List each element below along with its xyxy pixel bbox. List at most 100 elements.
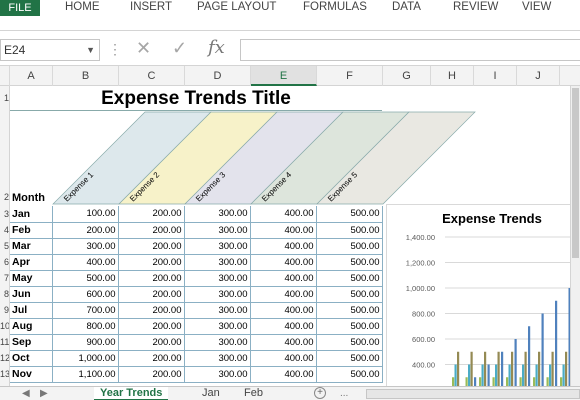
chart-bar[interactable] — [492, 377, 495, 386]
column-header-i[interactable]: I — [474, 66, 517, 86]
add-sheet-button[interactable]: + — [314, 387, 326, 399]
expense-cell[interactable]: 500.00 — [316, 222, 383, 239]
chart-bar[interactable] — [465, 377, 468, 386]
column-header-g[interactable]: G — [383, 66, 431, 86]
chart-bar[interactable] — [454, 364, 457, 387]
expense-cell[interactable]: 300.00 — [184, 222, 251, 239]
expense-cell[interactable]: 400.00 — [250, 318, 317, 335]
column-header-d[interactable]: D — [185, 66, 251, 86]
enter-icon[interactable]: ✓ — [172, 38, 188, 58]
chart-bar[interactable] — [506, 377, 509, 386]
chart-bar[interactable] — [560, 377, 563, 386]
month-cell[interactable]: Sep — [10, 334, 53, 351]
month-cell[interactable]: Jun — [10, 286, 53, 303]
chart-bar[interactable] — [508, 364, 511, 387]
expense-cell[interactable]: 200.00 — [52, 222, 119, 239]
column-header-a[interactable]: A — [10, 66, 53, 86]
name-box[interactable]: E24 ▼ — [0, 39, 100, 61]
chart-bar[interactable] — [474, 377, 477, 386]
chart-bar[interactable] — [468, 364, 471, 387]
insert-function-icon[interactable]: fx — [208, 37, 225, 58]
expense-cell[interactable]: 500.00 — [316, 206, 383, 223]
chart-bar[interactable] — [541, 313, 544, 387]
column-header-f[interactable]: F — [317, 66, 383, 86]
chart-bar[interactable] — [501, 351, 504, 386]
expense-cell[interactable]: 500.00 — [52, 270, 119, 287]
more-sheets-icon[interactable]: ... — [340, 388, 349, 399]
chart-bar[interactable] — [555, 300, 558, 386]
chart-bar[interactable] — [528, 326, 531, 386]
expense-cell[interactable]: 200.00 — [118, 366, 185, 383]
column-header-e[interactable]: E — [251, 66, 317, 86]
chart-bar[interactable] — [484, 351, 487, 386]
expense-cell[interactable]: 300.00 — [52, 238, 119, 255]
row-header[interactable]: 11 — [0, 337, 10, 347]
row-header[interactable]: 4 — [3, 225, 9, 235]
scroll-thumb[interactable] — [572, 88, 579, 258]
expense-cell[interactable]: 500.00 — [316, 350, 383, 367]
chevron-down-icon[interactable]: ▼ — [86, 45, 95, 55]
chart-bar[interactable] — [479, 377, 482, 386]
expense-cell[interactable]: 400.00 — [250, 270, 317, 287]
expense-cell[interactable]: 400.00 — [250, 254, 317, 271]
next-sheet-icon[interactable]: ▶ — [40, 388, 48, 399]
month-cell[interactable]: Feb — [10, 222, 53, 239]
horizontal-scrollbar[interactable] — [366, 389, 580, 399]
expense-cell[interactable]: 200.00 — [118, 286, 185, 303]
expense-cell[interactable]: 500.00 — [316, 270, 383, 287]
chart-bar[interactable] — [549, 364, 552, 387]
month-cell[interactable]: Jul — [10, 302, 53, 319]
chart-bar[interactable] — [538, 351, 541, 386]
month-cell[interactable]: Nov — [10, 366, 53, 383]
chart-bar[interactable] — [524, 351, 527, 386]
sheet-tab-jan[interactable]: Jan — [202, 387, 220, 399]
column-header-h[interactable]: H — [431, 66, 474, 86]
expense-cell[interactable]: 400.00 — [250, 286, 317, 303]
expense-cell[interactable]: 200.00 — [118, 238, 185, 255]
expense-cell[interactable]: 1,000.00 — [52, 350, 119, 367]
chart-bar[interactable] — [452, 377, 455, 386]
chart-bar[interactable] — [568, 288, 571, 386]
expense-cell[interactable]: 500.00 — [316, 366, 383, 383]
row-header[interactable]: 3 — [3, 209, 9, 219]
month-cell[interactable]: Aug — [10, 318, 53, 335]
expense-cell[interactable]: 200.00 — [118, 270, 185, 287]
month-cell[interactable]: Oct — [10, 350, 53, 367]
sheet-title[interactable]: Expense Trends Title — [10, 86, 382, 111]
expense-cell[interactable]: 400.00 — [250, 206, 317, 223]
expense-cell[interactable]: 400.00 — [250, 238, 317, 255]
month-cell[interactable]: Apr — [10, 254, 53, 271]
expense-cell[interactable]: 300.00 — [184, 206, 251, 223]
expense-cell[interactable]: 200.00 — [118, 334, 185, 351]
sheet-tab-year-trends[interactable]: Year Trends — [94, 387, 169, 400]
expense-cell[interactable]: 400.00 — [250, 366, 317, 383]
expense-cell[interactable]: 700.00 — [52, 302, 119, 319]
vertical-scrollbar[interactable] — [570, 86, 580, 386]
chart-bar[interactable] — [495, 364, 498, 387]
expense-cell[interactable]: 500.00 — [316, 238, 383, 255]
column-header-b[interactable]: B — [53, 66, 119, 86]
expense-cell[interactable]: 500.00 — [316, 254, 383, 271]
tab-insert[interactable]: INSERT — [130, 1, 172, 13]
row-header[interactable]: 1 — [3, 93, 9, 103]
expense-cell[interactable]: 400.00 — [250, 222, 317, 239]
column-header-c[interactable]: C — [119, 66, 185, 86]
row-header[interactable]: 6 — [3, 257, 9, 267]
column-header-j[interactable]: J — [517, 66, 560, 86]
chart-bar[interactable] — [522, 364, 525, 387]
expense-cell[interactable]: 400.00 — [250, 302, 317, 319]
row-header[interactable]: 10 — [0, 321, 10, 331]
expense-cell[interactable]: 600.00 — [52, 286, 119, 303]
row-header[interactable]: 7 — [3, 273, 9, 283]
chart-bar[interactable] — [481, 364, 484, 387]
month-header[interactable]: Month — [12, 192, 45, 204]
file-tab[interactable]: FILE — [0, 0, 40, 16]
expense-cell[interactable]: 500.00 — [316, 318, 383, 335]
row-header[interactable]: 8 — [3, 289, 9, 299]
chart-bar[interactable] — [535, 364, 538, 387]
chart-bar[interactable] — [562, 364, 565, 387]
expense-cell[interactable]: 300.00 — [184, 334, 251, 351]
select-all-corner[interactable] — [0, 66, 10, 86]
row-header[interactable]: 9 — [3, 305, 9, 315]
expense-cell[interactable]: 300.00 — [184, 350, 251, 367]
